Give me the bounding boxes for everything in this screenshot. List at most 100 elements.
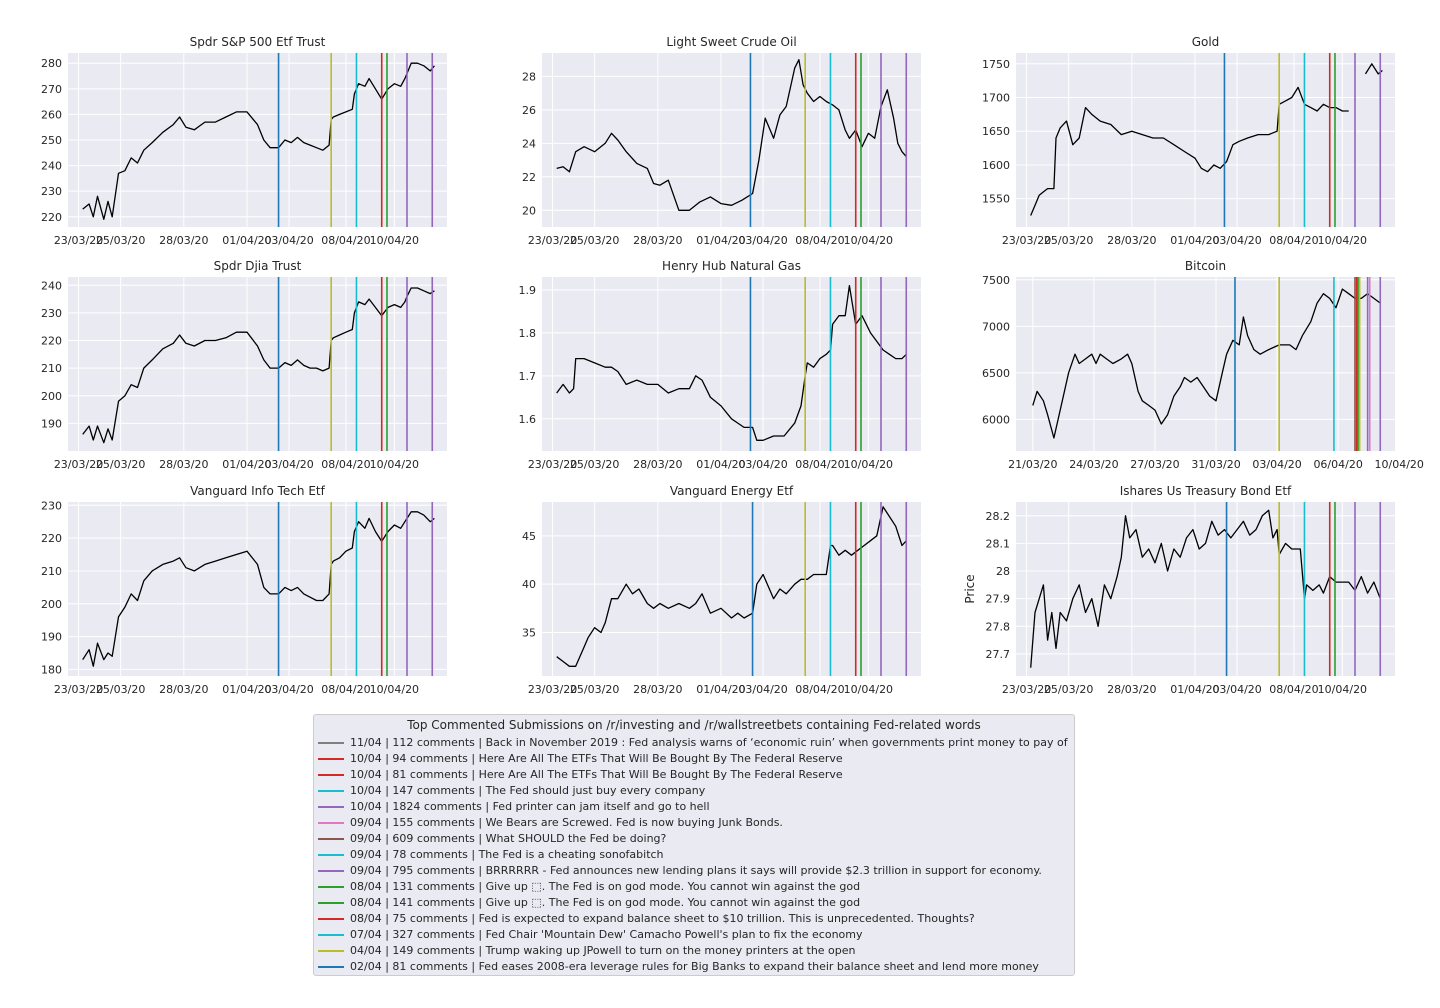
plot-area (68, 277, 447, 451)
legend-item: 04/04 | 149 comments | Trump waking up J… (318, 943, 1072, 959)
legend-item: 08/04 | 141 comments | Give up ⬚. The Fe… (318, 895, 1072, 911)
y-tick-label: 28 (522, 70, 536, 83)
chart-title: Light Sweet Crude Oil (666, 35, 796, 49)
legend-swatch (318, 918, 344, 920)
y-tick-label: 200 (41, 598, 62, 611)
x-tick-label: 25/03/20 (96, 683, 145, 696)
y-tick-label: 28 (996, 565, 1010, 578)
y-tick-label: 210 (41, 362, 62, 375)
legend-swatch (318, 774, 344, 776)
y-tick-label: 230 (41, 499, 62, 512)
x-tick-label: 03/04/20 (264, 683, 313, 696)
x-tick-label: 06/04/20 (1313, 458, 1362, 471)
legend-label: 08/04 | 131 comments | Give up ⬚. The Fe… (350, 880, 861, 893)
y-tick-label: 27.9 (986, 593, 1011, 606)
x-tick-label: 01/04/20 (222, 683, 271, 696)
price-line (556, 59, 907, 211)
y-axis-label: Price (963, 574, 977, 603)
chart-title: Vanguard Energy Etf (670, 484, 794, 498)
y-tick-label: 1550 (982, 193, 1010, 206)
x-tick-label: 28/03/20 (633, 683, 682, 696)
legend-swatch (318, 838, 344, 840)
legend-swatch (318, 806, 344, 808)
x-tick-label: 23/03/20 (528, 234, 577, 247)
legend-item: 08/04 | 131 comments | Give up ⬚. The Fe… (318, 879, 1072, 895)
y-tick-label: 190 (41, 417, 62, 430)
x-tick-label: 25/03/20 (96, 458, 145, 471)
x-tick-label: 25/03/20 (1044, 234, 1093, 247)
x-tick-label: 25/03/20 (96, 234, 145, 247)
x-tick-label: 01/04/20 (696, 458, 745, 471)
legend-swatch (318, 950, 344, 952)
x-tick-label: 10/04/20 (844, 683, 893, 696)
y-tick-label: 1.8 (519, 327, 537, 340)
legend-item: 09/04 | 609 comments | What SHOULD the F… (318, 831, 1072, 847)
y-tick-label: 250 (41, 134, 62, 147)
x-tick-label: 31/03/20 (1191, 458, 1240, 471)
y-tick-label: 7000 (982, 320, 1010, 333)
x-tick-label: 03/04/20 (738, 683, 787, 696)
x-tick-label: 27/03/20 (1130, 458, 1179, 471)
legend-swatch (318, 902, 344, 904)
legend-items: 11/04 | 112 comments | Back in November … (318, 735, 1072, 975)
y-tick-label: 26 (522, 104, 536, 117)
plot-area (542, 53, 921, 227)
legend-item: 07/04 | 327 comments | Fed Chair 'Mounta… (318, 927, 1072, 943)
x-tick-label: 23/03/20 (54, 234, 103, 247)
y-tick-label: 45 (522, 530, 536, 543)
legend-item: 08/04 | 75 comments | Fed is expected to… (318, 911, 1072, 927)
x-tick-label: 25/03/20 (1044, 683, 1093, 696)
x-tick-label: 28/03/20 (633, 234, 682, 247)
legend: Top Commented Submissions on /r/investin… (313, 714, 1075, 976)
x-tick-label: 08/04/20 (1269, 683, 1318, 696)
y-tick-label: 280 (41, 57, 62, 70)
y-tick-label: 190 (41, 631, 62, 644)
legend-swatch (318, 790, 344, 792)
plot-area (68, 502, 447, 676)
legend-label: 08/04 | 141 comments | Give up ⬚. The Fe… (350, 896, 861, 909)
legend-label: 09/04 | 795 comments | BRRRRRR - Fed ann… (350, 864, 1042, 877)
y-tick-label: 6500 (982, 367, 1010, 380)
legend-label: 09/04 | 609 comments | What SHOULD the F… (350, 832, 667, 845)
y-tick-label: 1.7 (519, 370, 537, 383)
legend-swatch (318, 854, 344, 856)
legend-label: 04/04 | 149 comments | Trump waking up J… (350, 944, 856, 957)
y-tick-label: 200 (41, 390, 62, 403)
y-tick-label: 24 (522, 137, 536, 150)
x-tick-label: 28/03/20 (159, 458, 208, 471)
legend-label: 11/04 | 112 comments | Back in November … (350, 736, 1068, 749)
legend-item: 10/04 | 147 comments | The Fed should ju… (318, 783, 1072, 799)
x-tick-label: 28/03/20 (633, 458, 682, 471)
x-tick-label: 01/04/20 (696, 234, 745, 247)
legend-swatch (318, 966, 344, 968)
x-tick-label: 23/03/20 (54, 458, 103, 471)
x-tick-label: 01/04/20 (696, 683, 745, 696)
chart-title: Ishares Us Treasury Bond Etf (1120, 484, 1292, 498)
chart-title: Spdr S&P 500 Etf Trust (190, 35, 326, 49)
price-line (556, 284, 907, 441)
x-tick-label: 01/04/20 (222, 234, 271, 247)
x-tick-label: 25/03/20 (570, 234, 619, 247)
y-tick-label: 1.6 (519, 413, 537, 426)
x-tick-label: 23/03/20 (528, 458, 577, 471)
chart-title: Bitcoin (1185, 259, 1226, 273)
price-line (1032, 288, 1381, 439)
x-tick-label: 03/04/20 (1212, 683, 1261, 696)
y-tick-label: 210 (41, 565, 62, 578)
x-tick-label: 10/04/20 (844, 234, 893, 247)
x-tick-label: 01/04/20 (1170, 234, 1219, 247)
x-tick-label: 08/04/20 (1269, 234, 1318, 247)
y-tick-label: 27.7 (986, 648, 1011, 661)
plot-area (1016, 502, 1395, 676)
legend-label: 07/04 | 327 comments | Fed Chair 'Mounta… (350, 928, 863, 941)
x-tick-label: 24/03/20 (1069, 458, 1118, 471)
x-tick-label: 23/03/20 (1002, 234, 1051, 247)
x-tick-label: 08/04/20 (795, 683, 844, 696)
chart-btc: 6000 6500 7000 7500 21/03/20 24/03/20 27/03/20… (982, 259, 1424, 471)
legend-swatch (318, 886, 344, 888)
